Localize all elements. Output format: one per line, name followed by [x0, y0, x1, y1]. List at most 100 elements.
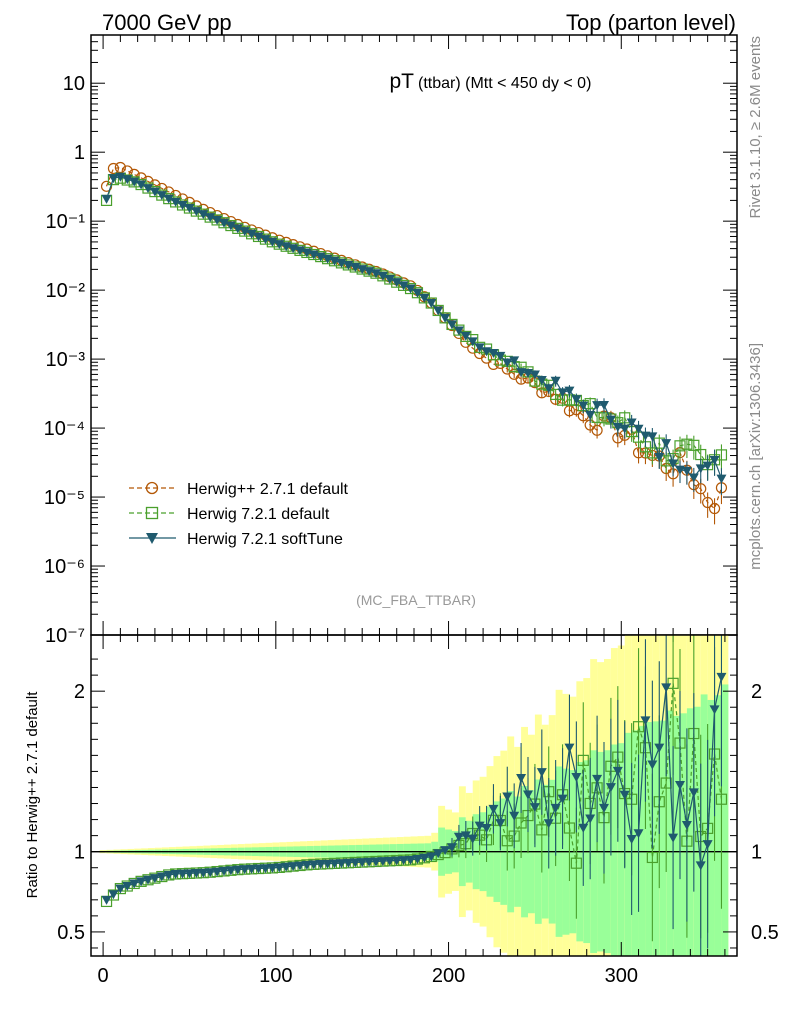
ratio-y-tick-label-left: 1 [74, 842, 85, 864]
data-point [668, 459, 679, 469]
data-point [661, 439, 672, 449]
main-y-tick-label: 10⁻¹ [46, 211, 86, 233]
ratio-band-green [686, 708, 694, 956]
data-point [246, 229, 257, 239]
data-point [715, 449, 728, 461]
data-point [488, 349, 499, 359]
data-point [688, 439, 700, 451]
legend-label-herwigpp: Herwig++ 2.7.1 default [187, 481, 349, 498]
ratio-point [419, 853, 430, 863]
data-point [599, 400, 609, 410]
data-point [467, 337, 478, 347]
data-point [550, 376, 561, 386]
ratio-point [426, 852, 437, 862]
ratio-point [225, 866, 236, 876]
data-point [626, 418, 637, 428]
ratio-point [371, 857, 381, 867]
ratio-point [350, 858, 361, 868]
data-point [578, 401, 589, 411]
data-point [267, 237, 278, 247]
analysis-tag: (MC_FBA_TTBAR) [356, 592, 476, 608]
header-left: 7000 GeV pp [102, 10, 232, 35]
ratio-bands [99, 635, 729, 956]
data-point [107, 162, 120, 175]
data-point [419, 293, 430, 303]
x-tick-label: 200 [432, 965, 465, 987]
ratio-point [149, 874, 160, 884]
ratio-point [557, 794, 568, 804]
ratio-point [661, 683, 672, 693]
ratio-point [709, 705, 720, 715]
ratio-y-tick-label-left: 2 [74, 681, 85, 703]
data-point [198, 210, 209, 220]
ratio-point [585, 814, 596, 824]
ratio-point [668, 833, 679, 843]
legend: Herwig++ 2.7.1 default Herwig 7.2.1 defa… [129, 481, 349, 548]
ratio-point [563, 822, 576, 834]
legend-entry-herwigpp: Herwig++ 2.7.1 default [129, 481, 349, 498]
ratio-point [301, 860, 312, 870]
data-point [136, 180, 147, 190]
ratio-point [232, 865, 243, 875]
ratio-point [107, 889, 120, 901]
ratio-point [336, 859, 347, 869]
data-point [688, 473, 699, 483]
ratio-point [695, 861, 706, 871]
ratio-point [156, 872, 167, 882]
ratio-point [654, 743, 665, 753]
ratio-point [136, 877, 147, 887]
ratio-band-green [638, 725, 646, 956]
data-point [225, 221, 236, 231]
ratio-point [281, 862, 292, 872]
data-point [219, 218, 229, 228]
data-point [716, 474, 727, 484]
ratio-point [647, 760, 658, 770]
main-y-tick-label: 10⁻² [46, 280, 86, 302]
ratio-point [391, 856, 402, 866]
ratio-point [239, 865, 250, 875]
ratio-point [184, 869, 195, 879]
ratio-point [101, 895, 112, 905]
ratio-point [405, 855, 416, 865]
ratio-point [308, 860, 319, 870]
data-point [398, 281, 409, 291]
ratio-point [702, 840, 713, 850]
ratio-point [453, 832, 464, 842]
ratio-point [467, 834, 478, 844]
ratio-point [267, 863, 278, 873]
data-point [502, 358, 513, 368]
main-y-tick-label: 1 [74, 142, 85, 164]
data-point [695, 483, 707, 495]
data-point [550, 388, 562, 401]
ratio-point [288, 862, 299, 872]
ratio-y-tick-label-left: 0.5 [57, 922, 85, 944]
ratio-point [108, 890, 119, 900]
mcplots-source-label: mcplots.cern.ch [arXiv:1306.3436] [747, 343, 764, 570]
plot-title-sub: (ttbar) (Mtt < 450 dy < 0) [418, 75, 591, 92]
data-point [177, 200, 188, 210]
ratio-point [612, 766, 623, 776]
ratio-point [543, 819, 554, 829]
data-point [122, 175, 133, 185]
data-point [191, 207, 202, 217]
data-point [184, 204, 195, 214]
ratio-point [550, 803, 561, 813]
data-point [474, 343, 485, 353]
ratio-point [605, 783, 616, 793]
data-point [460, 331, 471, 341]
data-point [101, 194, 112, 204]
ratio-point [191, 869, 202, 879]
ratio-y-tick-label-right: 1 [751, 842, 762, 864]
x-tick-label: 300 [605, 965, 638, 987]
ratio-point [295, 861, 305, 871]
ratio-point [322, 859, 333, 869]
ratio-point [481, 824, 492, 834]
data-point [605, 415, 616, 425]
ratio-point [198, 868, 209, 878]
data-point [695, 464, 706, 474]
ratio-y-tick-label-right: 2 [751, 681, 762, 703]
ratio-point [681, 820, 692, 830]
data-point [412, 288, 423, 298]
ratio-point [212, 867, 223, 877]
